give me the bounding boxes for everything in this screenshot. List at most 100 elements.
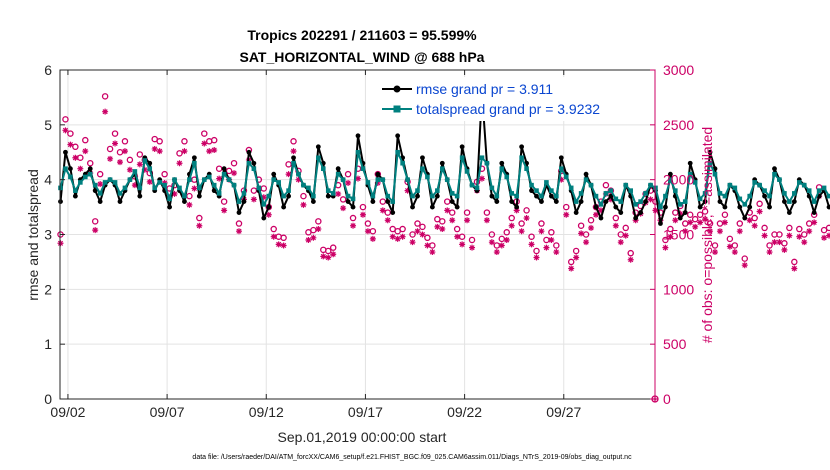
y-left-tick-label: 1 bbox=[44, 336, 52, 352]
rmse-point bbox=[335, 166, 341, 172]
obs-assimilated-marker bbox=[781, 246, 788, 253]
rmse-point bbox=[459, 144, 465, 150]
totalspread-point bbox=[266, 193, 272, 199]
totalspread-point bbox=[787, 199, 792, 204]
obs-possible-marker bbox=[310, 226, 317, 234]
rmse-point bbox=[658, 221, 663, 226]
footer-data-file: data file: /Users/raeder/DAI/ATM_forcXX/… bbox=[192, 454, 632, 461]
obs-possible-marker bbox=[726, 235, 734, 243]
y-right-tick-label: 2000 bbox=[663, 172, 694, 188]
obs-possible-marker bbox=[711, 242, 719, 249]
rmse-point bbox=[439, 160, 445, 166]
obs-assimilated-marker bbox=[464, 217, 471, 224]
rmse-point bbox=[68, 166, 73, 172]
totalspread-point bbox=[762, 188, 767, 193]
rmse-point bbox=[697, 204, 703, 210]
totalspread-point bbox=[435, 188, 440, 193]
obs-possible-marker bbox=[662, 236, 669, 244]
rmse-point bbox=[514, 204, 520, 210]
totalspread-point bbox=[241, 191, 247, 196]
obs-possible-marker bbox=[617, 231, 625, 238]
obs-possible-marker bbox=[686, 211, 694, 219]
totalspread-point bbox=[395, 149, 400, 155]
rmse-point bbox=[633, 215, 639, 221]
totalspread-point bbox=[583, 177, 589, 182]
x-tick-label: 09/27 bbox=[546, 404, 581, 420]
obs-assimilated-marker bbox=[369, 235, 376, 242]
totalspread-point bbox=[410, 193, 415, 199]
obs-possible-marker bbox=[721, 211, 729, 219]
obs-assimilated-marker bbox=[702, 216, 709, 223]
obs-assimilated-marker bbox=[548, 236, 555, 243]
obs-assimilated-marker bbox=[513, 207, 520, 214]
obs-assimilated-marker bbox=[449, 217, 456, 224]
obs-possible-marker bbox=[230, 159, 238, 167]
obs-assimilated-marker bbox=[146, 178, 153, 185]
totalspread-point bbox=[747, 193, 753, 199]
obs-assimilated-marker bbox=[305, 236, 312, 243]
obs-possible-marker bbox=[156, 138, 163, 145]
totalspread-point bbox=[593, 193, 599, 199]
rmse-point bbox=[137, 193, 143, 199]
rmse-point bbox=[573, 210, 579, 215]
totalspread-point bbox=[63, 166, 68, 171]
rmse-point bbox=[643, 199, 648, 205]
obs-assimilated-marker bbox=[741, 262, 748, 269]
totalspread-point bbox=[732, 185, 738, 191]
obs-assimilated-marker bbox=[826, 232, 830, 239]
obs-possible-marker bbox=[731, 242, 739, 249]
rmse-point bbox=[638, 210, 644, 215]
rmse-point bbox=[618, 210, 624, 215]
totalspread-point bbox=[474, 185, 480, 191]
obs-possible-marker bbox=[716, 220, 724, 227]
totalspread-point bbox=[117, 191, 123, 196]
obs-assimilated-marker bbox=[682, 228, 689, 235]
rmse-point bbox=[191, 155, 197, 161]
x-axis-label: Sep.01,2019 00:00:00 start bbox=[278, 429, 447, 445]
obs-assimilated-marker bbox=[796, 233, 803, 240]
obs-possible-marker bbox=[136, 151, 144, 158]
x-tick-label: 09/02 bbox=[50, 404, 85, 420]
obs-assimilated-marker bbox=[340, 205, 347, 212]
totalspread-point bbox=[717, 191, 723, 196]
rmse-point bbox=[291, 155, 296, 161]
totalspread-point bbox=[504, 174, 510, 180]
obs-possible-marker bbox=[766, 242, 773, 249]
obs-possible-marker bbox=[587, 216, 595, 224]
totalspread-point bbox=[489, 185, 495, 191]
totalspread-point bbox=[578, 191, 584, 196]
obs-assimilated-marker bbox=[786, 232, 793, 239]
obs-possible-marker bbox=[176, 150, 183, 157]
x-tick-label: 09/07 bbox=[150, 404, 185, 420]
totalspread-point bbox=[142, 158, 148, 163]
obs-possible-marker bbox=[384, 209, 391, 216]
obs-assimilated-marker bbox=[126, 166, 133, 173]
obs-assimilated-marker bbox=[231, 170, 238, 177]
obs-assimilated-marker bbox=[523, 215, 530, 222]
totalspread-point bbox=[316, 155, 321, 161]
totalspread-point bbox=[772, 171, 777, 177]
totalspread-point bbox=[682, 199, 688, 204]
rmse-point bbox=[791, 199, 797, 205]
obs-assimilated-marker bbox=[211, 147, 218, 154]
totalspread-point bbox=[137, 185, 143, 191]
obs-assimilated-marker bbox=[533, 254, 540, 261]
obs-possible-marker bbox=[453, 225, 461, 233]
obs-possible-marker bbox=[215, 165, 223, 172]
rmse-point bbox=[539, 199, 544, 205]
rmse-point bbox=[682, 210, 688, 215]
obs-possible-marker bbox=[518, 220, 525, 227]
rmse-point bbox=[608, 193, 614, 199]
totalspread-point bbox=[157, 180, 162, 185]
rmse-point bbox=[454, 204, 460, 210]
totalspread-point bbox=[668, 177, 673, 182]
obs-possible-marker bbox=[696, 211, 704, 219]
totalspread-point bbox=[573, 199, 579, 204]
totalspread-point bbox=[628, 188, 634, 193]
totalspread-point bbox=[449, 191, 455, 196]
rmse-point bbox=[281, 204, 287, 210]
totalspread-point bbox=[792, 191, 797, 196]
totalspread-point bbox=[221, 171, 227, 177]
rmse-point bbox=[117, 199, 123, 205]
totalspread-point bbox=[211, 182, 217, 188]
